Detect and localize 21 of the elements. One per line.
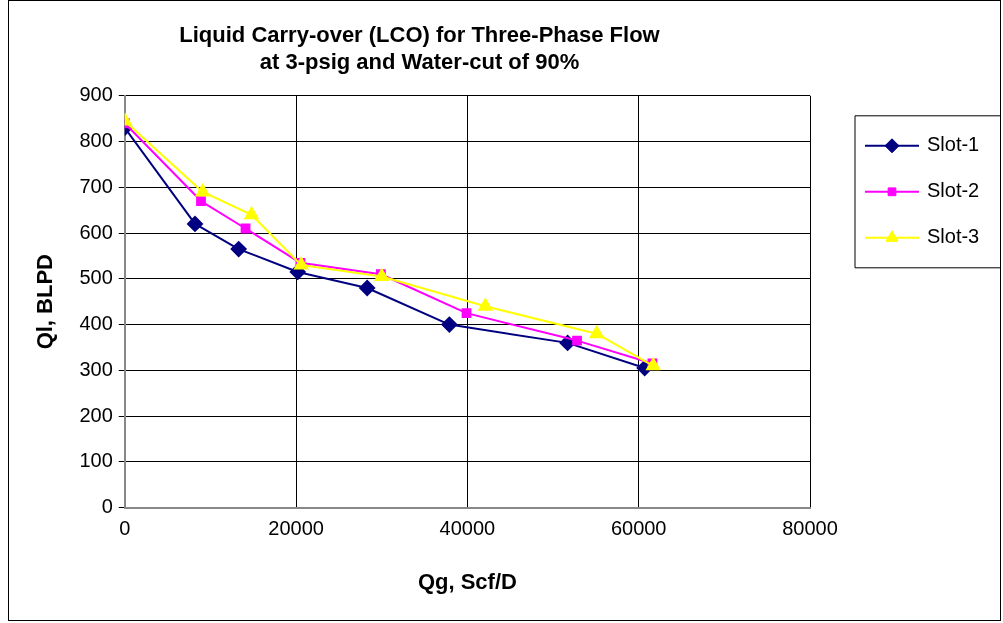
y-axis-title: Ql, BLPD: [32, 254, 58, 350]
y-tick-label: 900: [79, 83, 113, 106]
x-axis-title: Qg, Scf/D: [417, 568, 517, 594]
x-tick-label: 80000: [782, 517, 838, 540]
legend-label: Slot-2: [927, 179, 980, 202]
x-tick-label: 0: [119, 517, 131, 540]
chart-title: Liquid Carry-over (LCO) for Three-Phase Flow at 3-psig and Water-cut of 90%: [179, 22, 661, 74]
x-tick-label: 40000: [439, 517, 496, 540]
y-tick-label: 300: [79, 357, 113, 380]
y-tick-label: 700: [79, 174, 113, 197]
x-tick-label: 60000: [610, 517, 667, 540]
y-tick-label: 600: [79, 220, 113, 243]
y-tick-label: 400: [79, 312, 113, 335]
legend-label: Slot-3: [927, 225, 980, 248]
x-tick-label: 20000: [268, 517, 324, 540]
y-tick-label: 500: [79, 266, 113, 289]
y-tick-label: 100: [79, 449, 113, 472]
legend-label: Slot-1: [927, 133, 980, 156]
y-tick-label: 800: [79, 129, 113, 152]
y-tick-label: 0: [101, 495, 113, 518]
y-tick-label: 200: [79, 403, 113, 426]
